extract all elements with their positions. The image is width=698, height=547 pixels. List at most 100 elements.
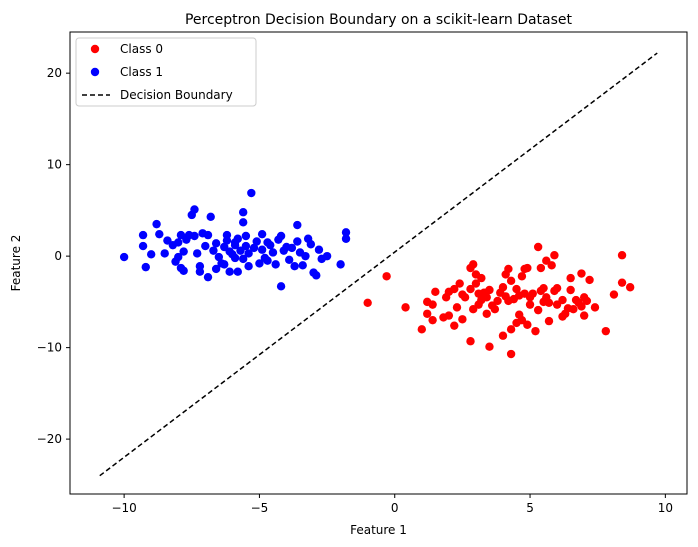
legend-marker-class-1: [90, 67, 100, 77]
class-0-point: [482, 293, 491, 302]
class-1-point: [293, 237, 302, 246]
class-0-point: [444, 311, 454, 320]
class-0-point: [506, 276, 516, 286]
legend-label-class-1: Class 1: [120, 65, 163, 79]
class-1-point: [146, 250, 156, 259]
class-1-point: [230, 238, 240, 247]
class-1-point: [276, 282, 286, 291]
class-0-point: [579, 311, 589, 320]
y-tick-label: 0: [54, 249, 62, 263]
class-1-point: [152, 219, 161, 229]
class-1-point: [201, 241, 210, 251]
class-1-point: [336, 260, 345, 269]
class-1-point: [209, 246, 218, 255]
class-1-point: [255, 259, 264, 268]
class-1-point: [238, 254, 248, 264]
class-0-point: [512, 318, 521, 328]
class-1-point: [290, 262, 299, 271]
class-0-point: [460, 293, 470, 302]
y-axis: −20 −10 0 10 20: [37, 66, 70, 446]
class-1-point: [179, 266, 188, 275]
class-1-point: [214, 252, 224, 262]
legend-box: [75, 37, 257, 107]
class-0-point: [466, 337, 475, 346]
class-0-point: [601, 326, 611, 336]
class-0-point: [625, 283, 635, 292]
class-1-point: [266, 240, 275, 250]
decision-boundary-group: [99, 52, 658, 477]
class-0-point: [431, 287, 440, 297]
legend-marker-class-0: [90, 44, 100, 54]
class-1-point: [298, 261, 307, 270]
class-0-point: [544, 316, 554, 326]
class-0-point: [617, 278, 627, 287]
class-0-point: [531, 326, 540, 336]
class-1-point: [222, 230, 232, 240]
class-1-point: [322, 251, 332, 261]
class-1-point: [138, 230, 148, 240]
class-0-point: [504, 264, 513, 274]
class-1-point: [301, 251, 310, 261]
x-tick-label: 5: [526, 501, 534, 515]
class-1-point: [244, 262, 253, 271]
class-1-point: [141, 262, 150, 272]
class-0-point: [450, 284, 459, 294]
decision-boundary-line: [99, 52, 658, 477]
class-1-point: [341, 234, 351, 243]
class-1-point: [174, 238, 183, 247]
class-0-point: [458, 315, 467, 324]
class-0-point: [428, 300, 437, 309]
class-1-point: [247, 188, 256, 198]
class-0-point: [417, 325, 426, 334]
class-1-point: [195, 267, 205, 276]
class-0-point: [566, 273, 575, 283]
class-0-point: [609, 290, 619, 299]
class-1-point: [138, 241, 148, 251]
class-1-point: [179, 247, 188, 256]
class-0-point: [566, 285, 575, 295]
class-0-point: [552, 283, 562, 293]
legend: Class 0 Class 1 Decision Boundary: [75, 37, 257, 107]
class-1-point: [155, 229, 164, 239]
class-0-point: [569, 305, 578, 314]
class-0-point: [506, 325, 516, 334]
class-0-point: [428, 315, 437, 325]
class-0-point: [482, 309, 491, 318]
class-1-point: [190, 205, 199, 214]
class-1-point: [306, 240, 316, 249]
class-0-point: [493, 296, 502, 306]
class-0-point: [544, 298, 554, 307]
y-tick-label: 10: [47, 158, 62, 172]
plot-frame: [69, 31, 688, 495]
class-1-point: [238, 218, 248, 227]
class-0-point: [466, 284, 475, 294]
class-1-point: [211, 239, 221, 248]
class-1-point: [203, 230, 213, 240]
class-0-point: [533, 242, 543, 252]
class-1-point: [257, 245, 267, 254]
y-axis-label: Feature 2: [9, 235, 23, 292]
class-1-point: [238, 208, 248, 217]
class-1-point: [287, 243, 297, 253]
x-tick-label: 0: [391, 501, 399, 515]
class-0-point: [485, 285, 494, 295]
class-0-point: [528, 289, 537, 298]
class-1-point: [244, 249, 253, 258]
class-1-point: [203, 272, 213, 282]
class-0-point: [558, 295, 567, 305]
y-tick-label: 20: [47, 66, 62, 80]
y-tick-label: −10: [37, 341, 62, 355]
class-0-point: [455, 279, 464, 288]
y-tick-label: −20: [37, 432, 62, 446]
class-1-point: [293, 220, 302, 230]
class-0-point: [577, 269, 586, 278]
x-tick-label: −10: [111, 501, 136, 515]
class-0-point: [498, 331, 508, 340]
x-tick-label: −5: [251, 501, 269, 515]
class-1-point: [190, 231, 199, 241]
class-0-point: [590, 303, 600, 312]
class-1-point: [312, 271, 321, 280]
class-1-point: [225, 267, 234, 276]
class-1-point: [220, 260, 229, 269]
class-1-point: [252, 237, 261, 246]
